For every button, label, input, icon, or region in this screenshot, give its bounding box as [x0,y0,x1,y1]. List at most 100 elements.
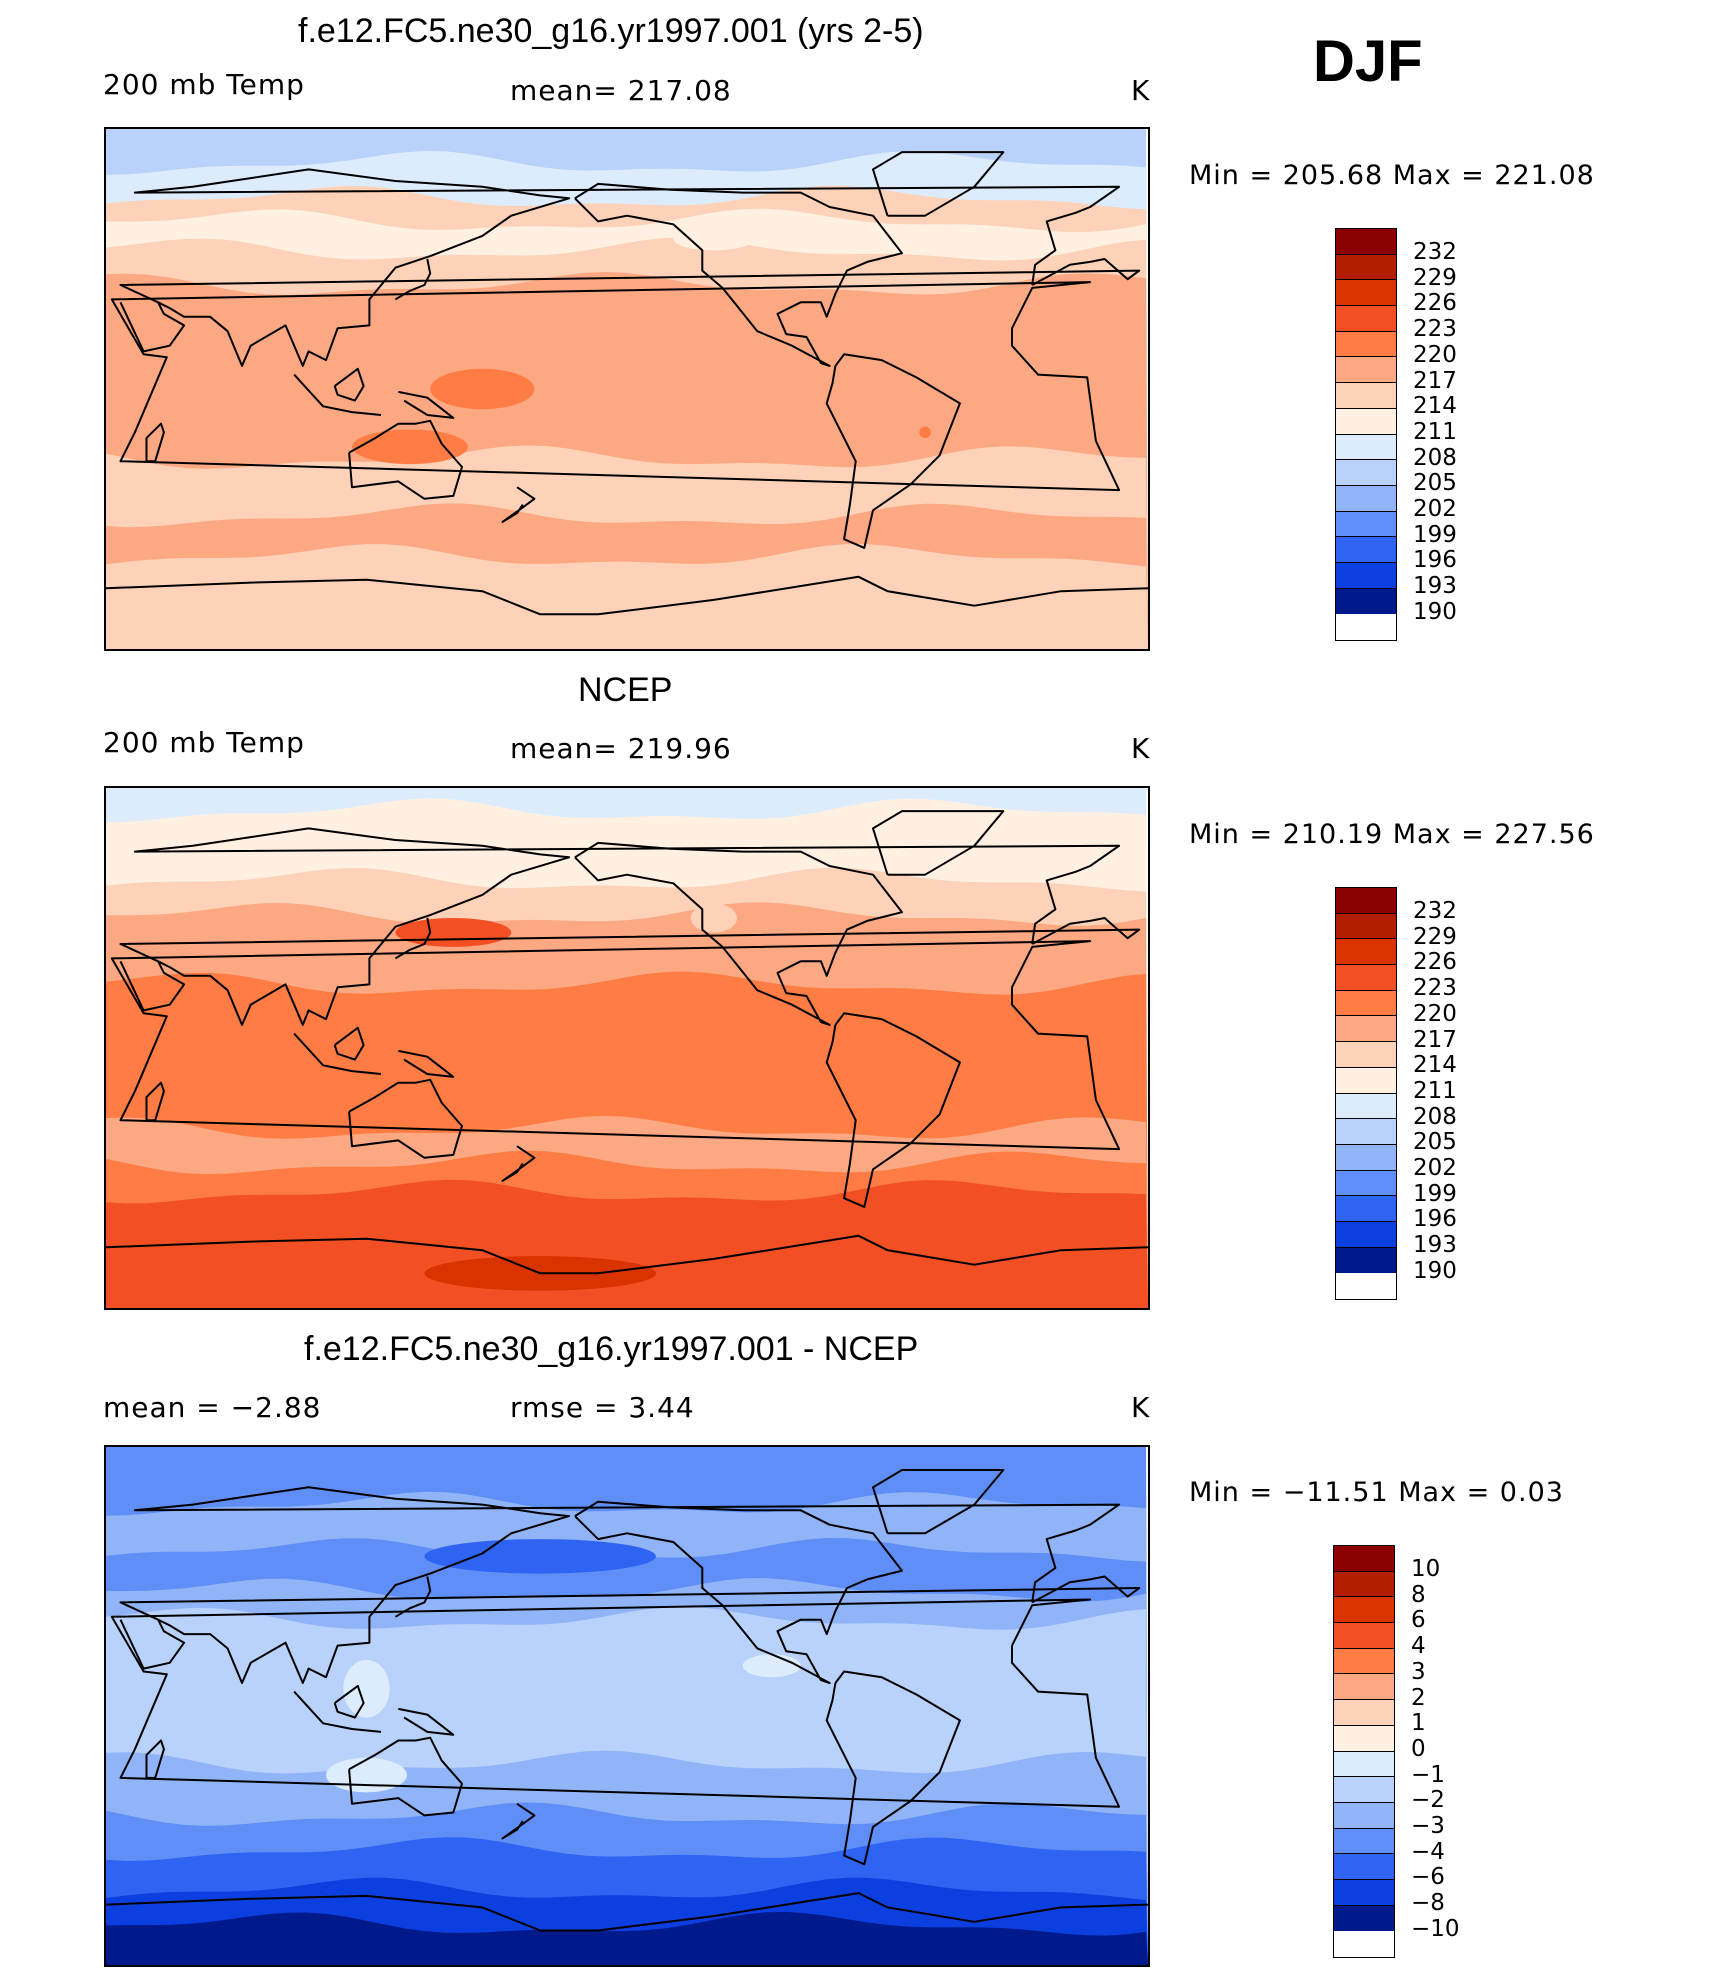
colorbar-swatch [1336,537,1396,563]
panel3-title: f.e12.FC5.ne30_g16.yr1997.001 - NCEP [304,1330,919,1368]
season-label: DJF [1313,29,1423,94]
panel2-variable-label: 200 mb Temp [103,726,305,759]
colorbar-swatch [1336,383,1396,409]
colorbar-swatch [1336,939,1396,966]
panel3-minmax: Min = −11.51 Max = 0.03 [1189,1477,1564,1508]
colorbar-swatch [1334,1828,1394,1855]
coastline [574,182,903,367]
coastline [293,1690,382,1733]
colorbar-tick-label: 223 [1413,316,1457,343]
colorbar-tick-label: 193 [1413,1232,1457,1259]
colorbar-tick-label: −4 [1411,1838,1445,1865]
colorbar-tick-label: −3 [1411,1813,1445,1839]
colorbar-tick-label: −8 [1411,1890,1445,1917]
coastline [119,301,186,353]
coastline [119,168,1141,367]
colorbar-tick-label: 3 [1411,1658,1426,1685]
contour-region [343,1659,390,1718]
colorbar-tick-label: 1 [1411,1710,1426,1737]
coastline [348,419,463,500]
coastline [825,1012,961,1208]
contour-band [106,544,1148,649]
colorbar-tick-label: 4 [1411,1633,1426,1660]
colorbar-swatch [1336,588,1396,615]
panel1-units-label: K [1131,74,1151,107]
coastline [110,940,1121,1151]
colorbar-swatch [1334,1546,1394,1572]
colorbar-tick-label: 202 [1413,1155,1457,1181]
contour-band [106,1911,1148,1965]
contour-region [919,426,931,439]
colorbar-swatch [1336,306,1396,332]
colorbar-swatch [1336,1170,1396,1197]
colorbar-swatch [1336,229,1396,255]
coastline [398,390,455,419]
colorbar-swatch [1336,280,1396,307]
colorbar-swatch [1336,888,1396,914]
contour-region [424,1539,656,1574]
coastline [145,1081,165,1122]
colorbar-swatch [1334,1802,1394,1829]
panel3-contour-map [104,1445,1150,1967]
panel1-contour-map [104,127,1150,651]
coastline [145,1739,165,1779]
colorbar-tick-label: 199 [1413,521,1457,548]
colorbar-swatch [1334,1571,1394,1598]
colorbar-tick-label: 223 [1413,975,1457,1002]
colorbar-swatch [1336,1119,1396,1145]
panel1-title: f.e12.FC5.ne30_g16.yr1997.001 (yrs 2-5) [298,12,924,50]
colorbar-swatch [1334,1854,1394,1880]
colorbar-tick-label: −2 [1411,1787,1445,1814]
coastline [872,1469,1005,1535]
colorbar-tick-label: 217 [1413,1026,1457,1053]
colorbar-swatch [1334,1623,1394,1649]
colorbar-swatch [1336,1144,1396,1171]
colorbar-tick-label: 211 [1413,1077,1457,1104]
coastline [501,486,536,523]
colorbar-swatch [1336,1042,1396,1068]
contour-region [673,227,755,251]
colorbar-tick-label: 229 [1413,264,1457,291]
colorbar-swatch [1334,1751,1394,1778]
contour-region [690,903,737,933]
panel3-mean-label: mean = −2.88 [103,1391,322,1424]
colorbar-swatch [1334,1725,1394,1752]
colorbar-tick-label: 196 [1413,1206,1457,1233]
colorbar-tick-label: 220 [1413,341,1457,368]
colorbar-swatch [1336,1016,1396,1043]
coastline [574,1500,903,1684]
colorbar-swatch [1336,562,1396,589]
colorbar-tick-label: 190 [1413,1257,1457,1284]
coastline [119,827,1141,1026]
coastline [348,1736,463,1817]
colorbar-swatch [1336,990,1396,1017]
colorbar-swatch [1334,1879,1394,1906]
contour-region [742,1654,801,1678]
colorbar-swatch [1336,511,1396,538]
colorbar-tick-label: 217 [1413,367,1457,394]
contour-band [106,1179,1148,1308]
panel1-colorbar [1335,228,1397,641]
coastline [293,1032,382,1075]
colorbar-tick-label: 229 [1413,923,1457,950]
colorbar-tick-label: 0 [1411,1735,1426,1762]
colorbar-tick-label: 199 [1413,1180,1457,1207]
colorbar-tick-label: 190 [1413,598,1457,625]
panel2-units-label: K [1131,732,1151,765]
coastline [348,1078,463,1159]
colorbar-swatch [1334,1777,1394,1803]
panel2-title: NCEP [578,671,673,709]
colorbar-swatch [1334,1648,1394,1675]
coastline [293,373,382,416]
colorbar-tick-label: −10 [1411,1915,1460,1942]
colorbar-tick-label: 202 [1413,496,1457,522]
coastline [398,1049,455,1078]
colorbar-swatch [1334,1674,1394,1701]
panel3-units-label: K [1131,1391,1151,1424]
colorbar-tick-label: 205 [1413,1129,1457,1156]
coastline [333,1026,365,1061]
coastline [106,575,1148,616]
panel3-colorbar [1333,1545,1395,1958]
colorbar-tick-label: −1 [1411,1761,1445,1788]
colorbar-tick-label: 214 [1413,393,1457,420]
